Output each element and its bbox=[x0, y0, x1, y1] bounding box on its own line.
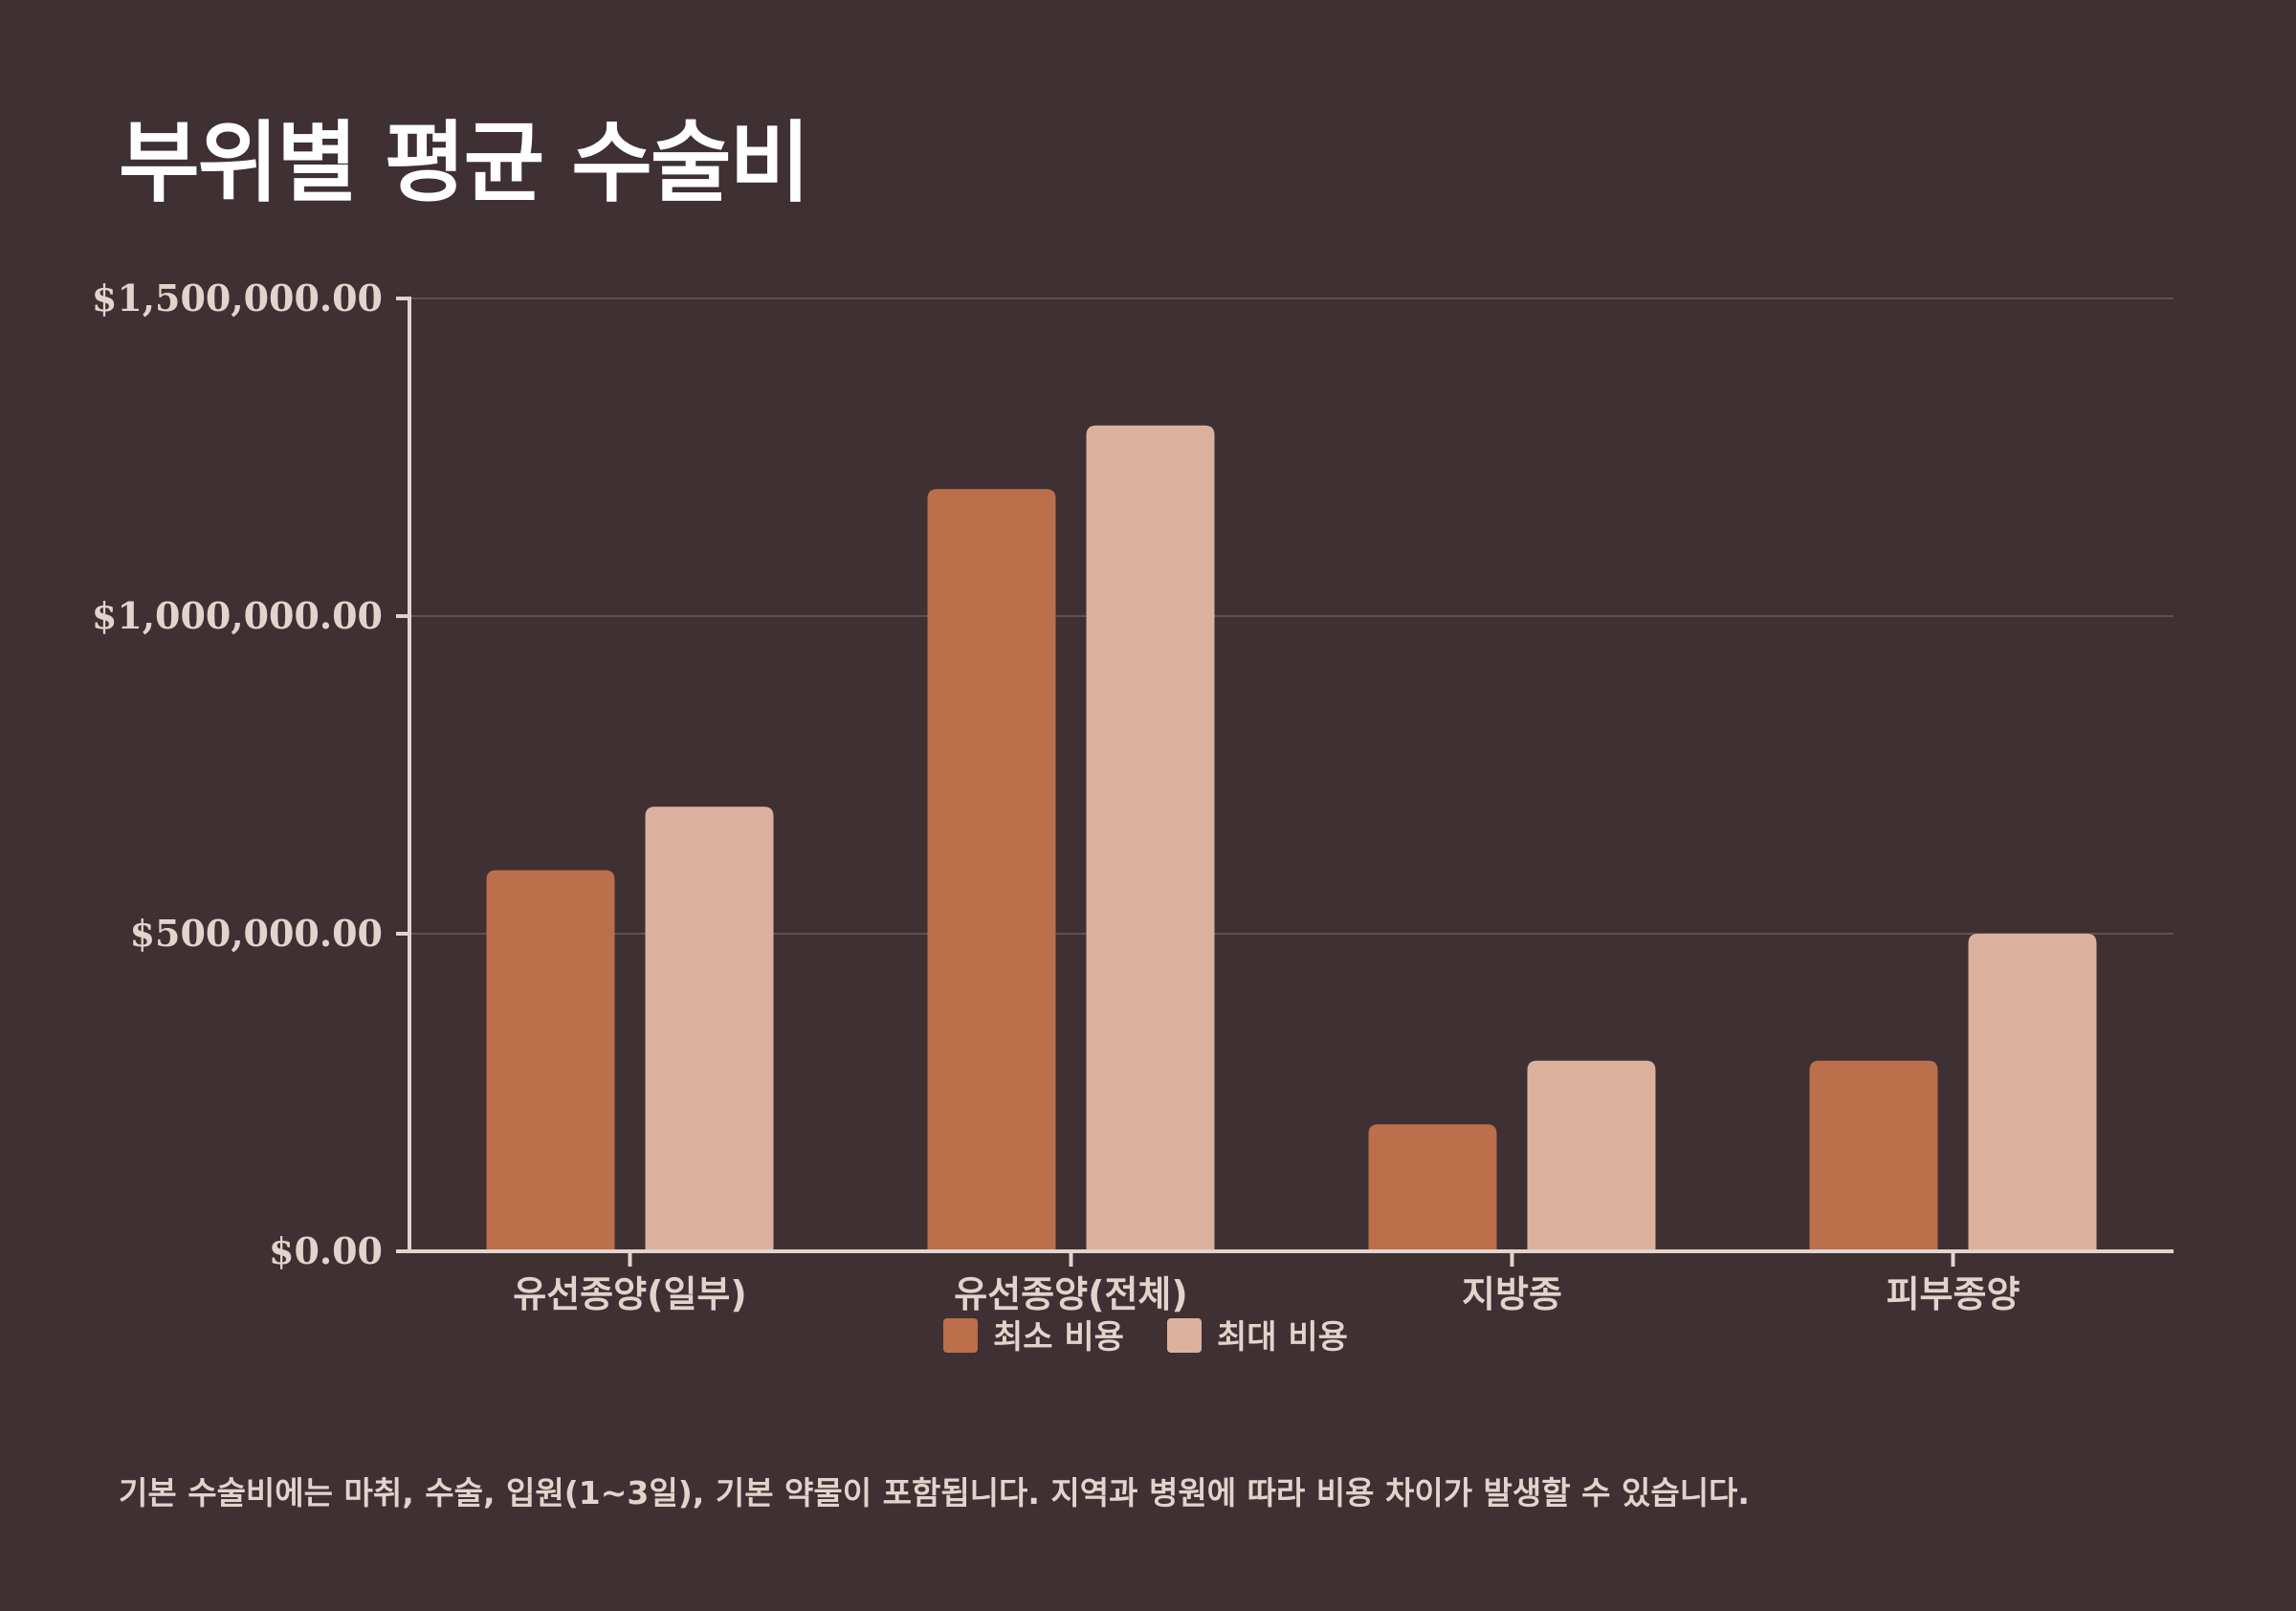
x-category-label: 유선종양(일부) bbox=[513, 1273, 747, 1315]
x-category-label: 지방종 bbox=[1462, 1273, 1562, 1315]
bar-min-2 bbox=[1368, 1124, 1497, 1251]
bar-min-3 bbox=[1809, 1060, 1938, 1251]
bar-min-0 bbox=[486, 870, 615, 1251]
y-tick-label: $1,500,000.00 bbox=[92, 276, 383, 320]
legend-item-max-label: 최대 비용 bbox=[1217, 1318, 1348, 1357]
bar-min-1 bbox=[927, 489, 1056, 1251]
y-tick-label: $1,000,000.00 bbox=[92, 594, 383, 637]
chart-title: 부위별 평균 수술비 bbox=[119, 112, 810, 214]
legend-item-min-label: 최소 비용 bbox=[993, 1318, 1124, 1357]
legend-item-min-swatch bbox=[943, 1318, 978, 1353]
legend: 최소 비용 최대 비용 bbox=[943, 1318, 1348, 1357]
bar-max-2 bbox=[1527, 1060, 1656, 1251]
bar-max-3 bbox=[1968, 934, 2097, 1251]
y-tick-label: $500,000.00 bbox=[130, 912, 383, 955]
x-category-label: 유선종양(전체) bbox=[954, 1273, 1188, 1315]
y-tick-label: $0.00 bbox=[269, 1229, 383, 1272]
bar-max-0 bbox=[645, 806, 774, 1251]
bars bbox=[486, 425, 2097, 1251]
legend-item-max-swatch bbox=[1167, 1318, 1202, 1353]
footnote: 기본 수술비에는 마취, 수술, 입원(1~3일), 기본 약물이 포함됩니다.… bbox=[119, 1474, 1750, 1512]
x-categories: 유선종양(일부) 유선종양(전체) 지방종 피부종양 bbox=[513, 1251, 2020, 1315]
x-category-label: 피부종양 bbox=[1887, 1273, 2020, 1315]
y-ticks: $0.00 $500,000.00 $1,000,000.00 $1,500,000.… bbox=[92, 276, 409, 1272]
bar-max-1 bbox=[1086, 425, 1215, 1251]
axes bbox=[408, 297, 2174, 1253]
